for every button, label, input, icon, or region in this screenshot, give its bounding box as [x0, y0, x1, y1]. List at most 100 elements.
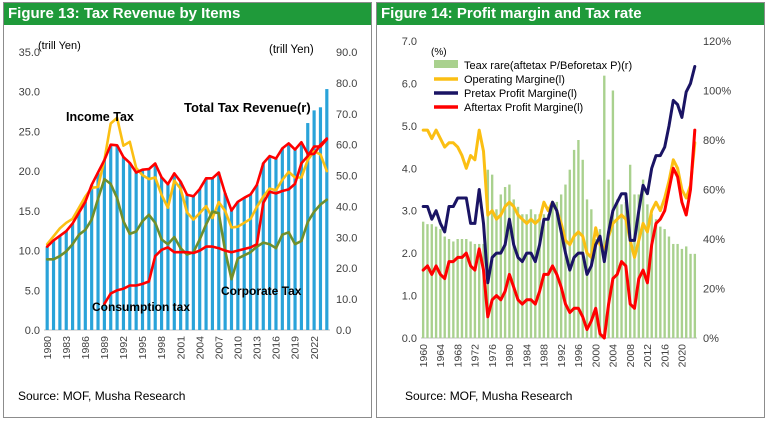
- y-left-tick-label: 2.0: [402, 248, 417, 260]
- bar-teax-rare-aftetax-p-beforetax-p-r: [685, 246, 688, 338]
- bar-total-tax-revenue-r: [217, 172, 221, 330]
- bar-total-tax-revenue-r: [115, 145, 119, 330]
- y-right-tick-label: 90.0: [336, 47, 357, 59]
- bar-total-tax-revenue-r: [45, 246, 49, 330]
- x-tick-label: 1972: [470, 344, 482, 368]
- bar-teax-rare-aftetax-p-beforetax-p-r: [667, 236, 671, 338]
- bar-total-tax-revenue-r: [318, 107, 323, 331]
- bar-teax-rare-aftetax-p-beforetax-p-r: [430, 224, 433, 338]
- bar-total-tax-revenue-r: [71, 223, 75, 330]
- bar-teax-rare-aftetax-p-beforetax-p-r: [590, 209, 593, 338]
- line-total-tax-revenue-r: [45, 137, 329, 248]
- bar-teax-rare-aftetax-p-beforetax-p-r: [594, 239, 597, 338]
- bar-teax-rare-aftetax-p-beforetax-p-r: [659, 226, 662, 338]
- y-right-tick-label: 40%: [703, 234, 725, 246]
- bar-teax-rare-aftetax-p-beforetax-p-r: [641, 179, 645, 338]
- bar-teax-rare-aftetax-p-beforetax-p-r: [499, 194, 502, 338]
- y-right-tick-label: 40.0: [336, 201, 357, 213]
- bar-teax-rare-aftetax-p-beforetax-p-r: [439, 229, 442, 338]
- y-left-tick-label: 0.0: [25, 325, 40, 337]
- y-left-tick-label: 20.0: [19, 166, 40, 178]
- bar-teax-rare-aftetax-p-beforetax-p-r: [693, 253, 697, 338]
- bar-teax-rare-aftetax-p-beforetax-p-r: [434, 226, 438, 338]
- x-tick-label: 2012: [642, 344, 654, 368]
- y-left-tick-label: 10.0: [19, 246, 40, 258]
- bar-total-tax-revenue-r: [242, 197, 246, 330]
- x-tick-label: 2016: [659, 344, 671, 368]
- bar-teax-rare-aftetax-p-beforetax-p-r: [650, 214, 653, 338]
- bar-total-tax-revenue-r: [287, 143, 291, 330]
- bar-teax-rare-aftetax-p-beforetax-p-r: [426, 224, 429, 338]
- legend-label: Aftertax Profit Margine(l): [464, 102, 583, 114]
- bar-teax-rare-aftetax-p-beforetax-p-r: [529, 209, 533, 338]
- line-corporate-tax: [45, 177, 329, 281]
- bar-teax-rare-aftetax-p-beforetax-p-r: [516, 206, 520, 338]
- bar-teax-rare-aftetax-p-beforetax-p-r: [465, 239, 468, 338]
- bar-teax-rare-aftetax-p-beforetax-p-r: [460, 239, 464, 338]
- bar-total-tax-revenue-r: [96, 172, 100, 330]
- bar-total-tax-revenue-r: [121, 157, 126, 330]
- bar-teax-rare-aftetax-p-beforetax-p-r: [443, 236, 446, 338]
- bar-teax-rare-aftetax-p-beforetax-p-r: [478, 243, 481, 338]
- y-right-tick-label: 20.0: [336, 263, 357, 275]
- bar-teax-rare-aftetax-p-beforetax-p-r: [495, 209, 498, 338]
- bar-total-tax-revenue-r: [83, 201, 87, 330]
- bar-total-tax-revenue-r: [312, 110, 316, 330]
- annotation-total-tax-revenue: Total Tax Revenue(r): [184, 100, 311, 115]
- bar-total-tax-revenue-r: [102, 160, 106, 330]
- bar-total-tax-revenue-r: [191, 196, 195, 330]
- bar-teax-rare-aftetax-p-beforetax-p-r: [508, 184, 511, 338]
- right-unit-label: (trill Yen): [269, 44, 314, 56]
- x-tick-label: 2020: [677, 344, 689, 368]
- x-tick-label: 2019: [290, 336, 302, 360]
- y-left-tick-label: 35.0: [19, 47, 40, 59]
- annotation-corporate-tax: Corporate Tax: [221, 284, 302, 298]
- bar-teax-rare-aftetax-p-beforetax-p-r: [486, 169, 490, 338]
- x-tick-label: 2000: [590, 344, 602, 368]
- bar-total-tax-revenue-r: [109, 144, 113, 330]
- x-tick-label: 1980: [42, 336, 54, 360]
- y-right-tick-label: 30.0: [336, 232, 357, 244]
- figure-14-panel: Figure 14: Profit margin and Tax rate 0.…: [376, 2, 765, 418]
- x-tick-label: 1983: [61, 336, 73, 360]
- bar-total-tax-revenue-r: [229, 210, 234, 330]
- bar-total-tax-revenue-r: [293, 149, 297, 330]
- y-left-tick-label: 7.0: [402, 36, 417, 48]
- bar-teax-rare-aftetax-p-beforetax-p-r: [447, 239, 451, 338]
- bar-total-tax-revenue-r: [140, 169, 145, 330]
- bar-teax-rare-aftetax-p-beforetax-p-r: [456, 239, 459, 338]
- bar-teax-rare-aftetax-p-beforetax-p-r: [572, 149, 576, 338]
- x-tick-label: 1968: [452, 344, 464, 368]
- bar-teax-rare-aftetax-p-beforetax-p-r: [521, 214, 524, 338]
- bar-teax-rare-aftetax-p-beforetax-p-r: [564, 184, 567, 338]
- y-left-tick-label: 1.0: [402, 291, 417, 303]
- bar-total-tax-revenue-r: [77, 212, 81, 330]
- x-tick-label: 1964: [435, 344, 447, 368]
- figure-14-source: Source: MOF, Musha Research: [405, 389, 573, 403]
- x-tick-label: 1980: [504, 344, 516, 368]
- bar-teax-rare-aftetax-p-beforetax-p-r: [620, 204, 623, 338]
- bar-teax-rare-aftetax-p-beforetax-p-r: [568, 169, 571, 338]
- x-tick-label: 2004: [194, 336, 206, 360]
- line-income-tax: [45, 116, 329, 246]
- bar-total-tax-revenue-r: [223, 193, 227, 330]
- y-left-tick-label: 0.0: [402, 333, 417, 345]
- y-left-tick-label: 5.0: [25, 285, 40, 297]
- bar-total-tax-revenue-r: [128, 162, 132, 330]
- bar-teax-rare-aftetax-p-beforetax-p-r: [672, 243, 675, 338]
- y-right-tick-label: 0%: [703, 333, 719, 345]
- x-tick-label: 1976: [487, 344, 499, 368]
- x-tick-label: 1989: [99, 336, 111, 360]
- bar-teax-rare-aftetax-p-beforetax-p-r: [512, 199, 515, 338]
- bar-total-tax-revenue-r: [159, 177, 164, 330]
- x-tick-label: 2001: [175, 336, 187, 360]
- bar-teax-rare-aftetax-p-beforetax-p-r: [689, 253, 692, 338]
- left-unit-label: (trill Yen): [38, 40, 81, 52]
- x-tick-label: 2010: [233, 336, 245, 360]
- figure-14-chart: 0.0 1.0 2.0 3.0 4.0 5.0 6.0 7.0 0% 20% 40% 60% 80% 10…: [402, 36, 732, 368]
- x-tick-label: 2022: [309, 336, 321, 360]
- legend-label: Teax rare(aftetax P/Beforetax P)(r): [464, 60, 632, 72]
- y-left-tick-label: 15.0: [19, 206, 40, 218]
- bar-teax-rare-aftetax-p-beforetax-p-r: [452, 241, 455, 338]
- line-consumption-tax: [103, 138, 329, 306]
